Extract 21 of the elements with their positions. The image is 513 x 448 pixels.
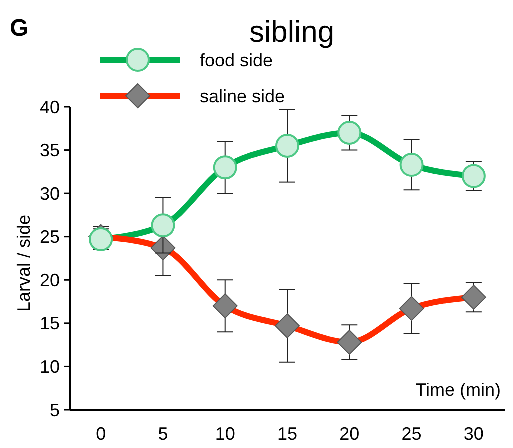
text: G (10, 15, 29, 42)
y-tick-label: 10 (40, 357, 60, 378)
y-tick-label: 20 (40, 270, 60, 290)
x-tick-label: 10 (215, 424, 236, 444)
y-tick-label: 35 (40, 140, 60, 161)
x-tick-label: 5 (158, 424, 168, 444)
legend-label: saline side (200, 86, 286, 106)
x-tick-label: 15 (277, 424, 298, 444)
y-tick-label: 30 (40, 184, 60, 204)
x-tick-label: 25 (402, 424, 422, 444)
x-tick-label: 0 (96, 424, 106, 444)
y-tick-label: 15 (40, 314, 60, 334)
y-axis-title: Larval / side (14, 214, 34, 312)
y-tick-label: 40 (40, 97, 60, 118)
y-tick-label: 5 (50, 400, 60, 420)
x-tick-label: 30 (464, 424, 484, 444)
x-axis-title: Time (min) (416, 380, 501, 400)
x-tick-label: 20 (340, 424, 360, 444)
y-tick-label: 25 (40, 227, 60, 248)
chart-title: sibling (249, 16, 335, 49)
legend-label: food side (200, 50, 274, 70)
